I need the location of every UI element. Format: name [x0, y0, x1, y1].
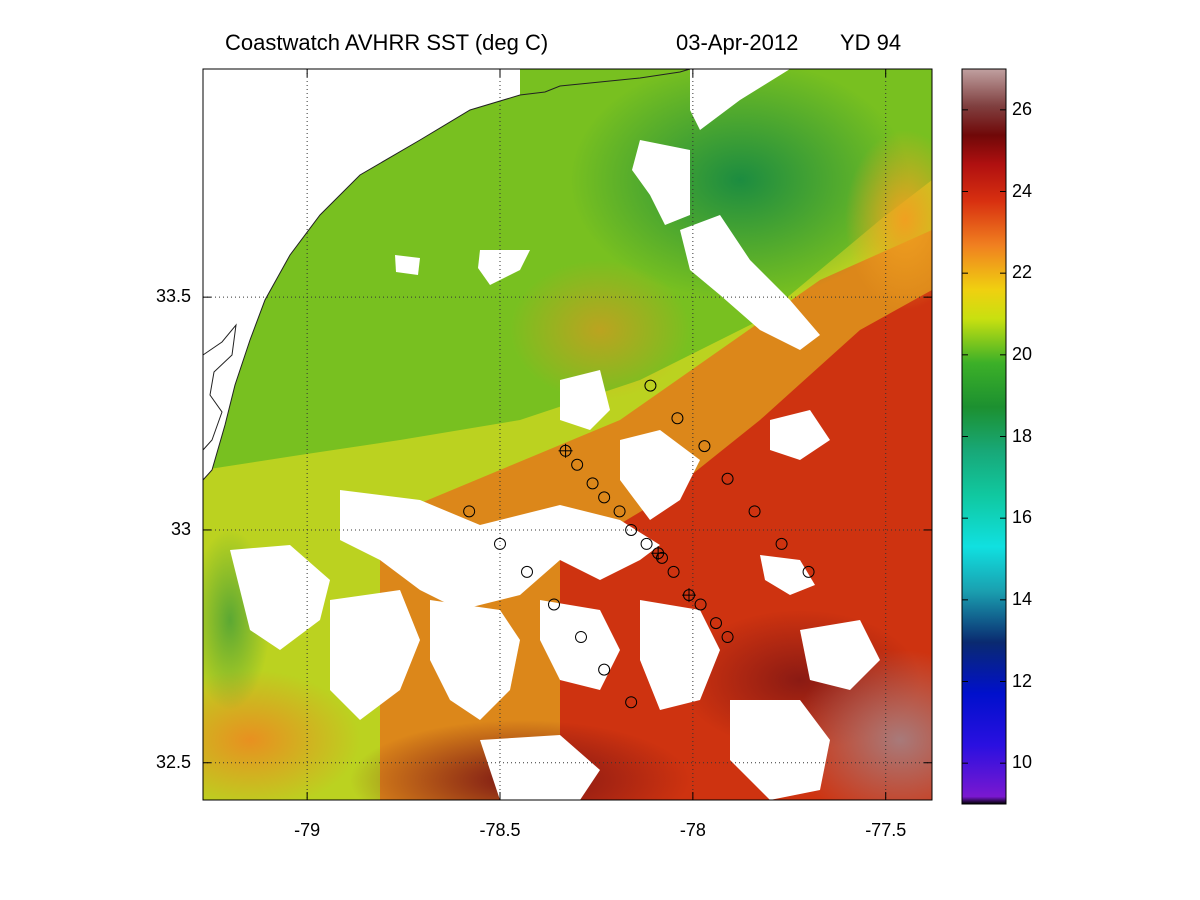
station-marker: [802, 565, 815, 578]
station-marker: [721, 472, 734, 485]
station-marker: [748, 505, 761, 518]
colorbar-tick-label: 14: [1012, 588, 1033, 609]
station-marker: [625, 523, 638, 536]
station-marker: [463, 505, 476, 518]
lat-tick-label: 33: [170, 518, 191, 539]
station-marker: [548, 598, 560, 611]
colorbar-tick-label: 12: [1012, 670, 1033, 691]
lat-tick-label: 33.5: [155, 286, 191, 307]
lon-tick-label: -77.5: [865, 820, 907, 840]
colorbar-tick-label: 24: [1012, 180, 1033, 201]
colorbar-tick-label: 18: [1012, 425, 1033, 446]
station-marker: [775, 537, 788, 550]
station-marker: [571, 458, 584, 471]
estuary-outline: [202, 323, 237, 451]
map-yearday: YD 94: [840, 30, 902, 55]
station-marker: [656, 551, 668, 564]
map-frame: [202, 68, 933, 801]
station-marker: [586, 477, 599, 490]
station-marker: [640, 537, 653, 550]
colorbar-tick-label: 16: [1012, 507, 1033, 528]
map-gridlines: [203, 69, 932, 800]
colorbar-tick-label: 10: [1012, 752, 1033, 773]
sst-field: [203, 69, 932, 800]
map-title: Coastwatch AVHRR SST (deg C): [225, 30, 549, 55]
colorbar-tick-label: 22: [1012, 262, 1033, 283]
colorbar-tick-label: 26: [1012, 98, 1033, 119]
station-marker: [710, 617, 722, 630]
colorbar: [961, 68, 1007, 805]
coastline: [202, 68, 691, 481]
lat-tick-label: 32.5: [155, 751, 191, 772]
map-date: 03-Apr-2012: [676, 30, 799, 55]
station-marker: [721, 631, 734, 644]
station-marker: [694, 598, 707, 611]
station-marker: [698, 440, 711, 453]
lon-tick-label: -78.5: [479, 820, 521, 840]
sampling-stations: [463, 379, 815, 709]
colorbar-ticks: [962, 109, 1006, 764]
station-marker: [667, 565, 680, 578]
station-marker: [575, 631, 587, 644]
station-marker: [613, 505, 626, 518]
station-marker: [521, 565, 533, 578]
station-marker: [494, 537, 506, 550]
map-axis-ticks: [203, 69, 932, 800]
station-marker: [598, 663, 611, 676]
lon-tick-label: -79: [294, 820, 321, 840]
station-marker: [625, 696, 638, 709]
station-marker: [598, 491, 611, 504]
colorbar-tick-label: 20: [1012, 343, 1033, 364]
lon-tick-label: -78: [679, 820, 706, 840]
station-marker: [644, 379, 657, 392]
station-marker: [671, 412, 684, 425]
